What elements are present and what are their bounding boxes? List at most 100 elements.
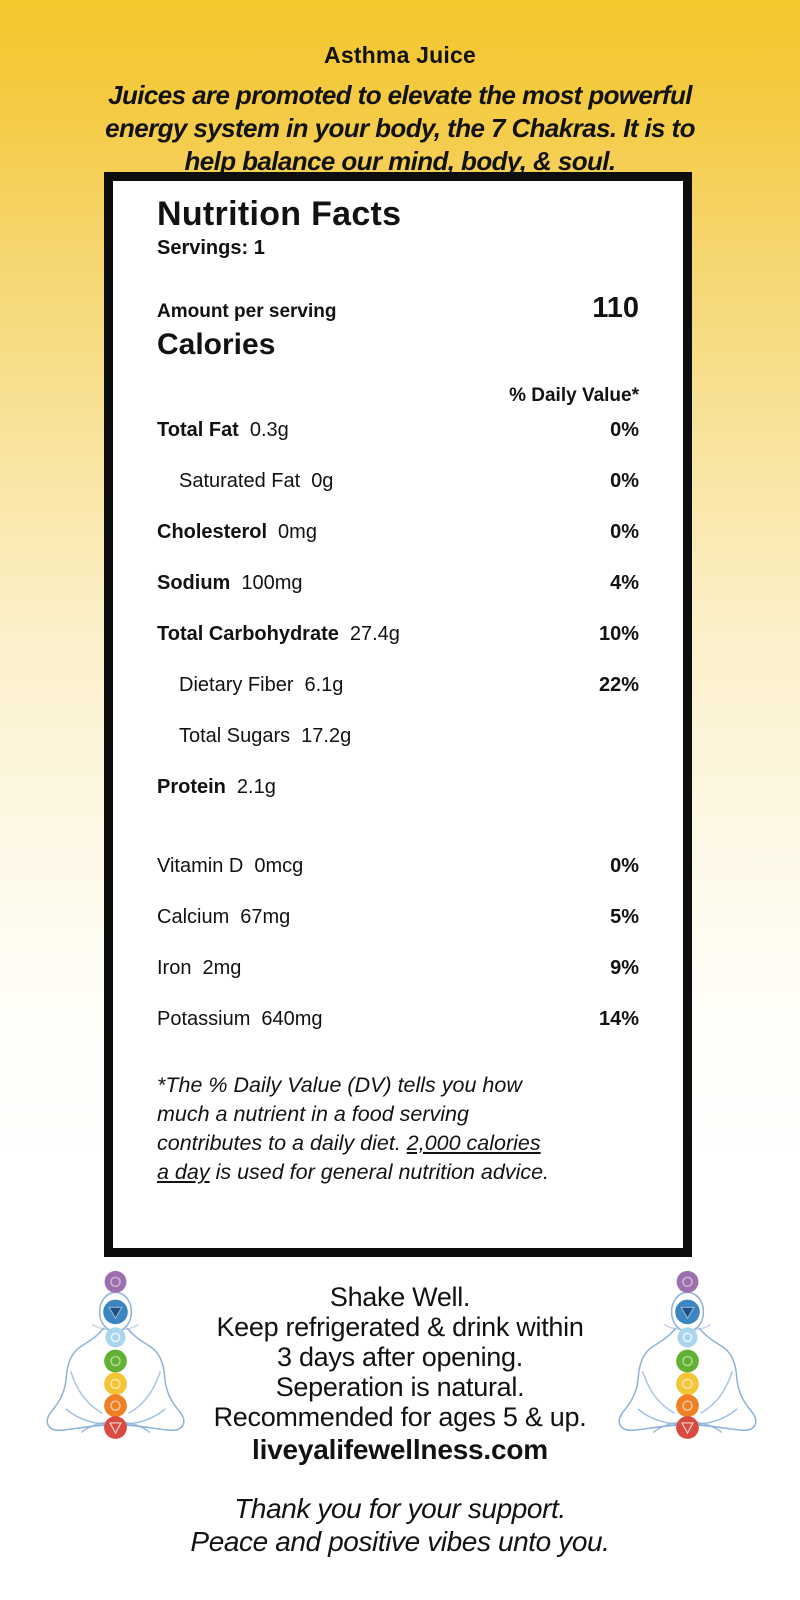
care-lines: Shake Well. Keep refrigerated & drink wit… xyxy=(0,1282,800,1432)
nutrient-left: Protein 2.1g xyxy=(157,776,276,799)
nutrient-name: Vitamin D xyxy=(157,855,244,877)
subtitle-line: help balance our mind, body, & soul. xyxy=(184,146,616,176)
nutrient-amount: 640mg xyxy=(261,1008,323,1030)
chakra-figure-right xyxy=(610,1270,765,1443)
footnote-text: much a nutrient in a food serving xyxy=(157,1102,469,1126)
daily-value-header: % Daily Value* xyxy=(509,385,639,406)
nutrient-amount: 2mg xyxy=(202,957,242,979)
footer-line: Peace and positive vibes unto you. xyxy=(190,1526,610,1557)
nutrient-row: Protein 2.1g xyxy=(157,776,639,827)
nutrient-left: Cholesterol 0mg xyxy=(157,521,317,544)
nutrient-daily-value: 0% xyxy=(610,419,639,441)
nutrient-amount: 2.1g xyxy=(236,776,276,798)
nutrient-rows: Total Fat 0.3g 0% Saturated Fat 0g 0% Choleste… xyxy=(157,419,639,827)
nutrient-name: Protein xyxy=(157,776,226,798)
nutrition-facts-label: Nutrition Facts Servings: 1 Amount per s… xyxy=(104,172,692,1257)
nutrient-left: Total Sugars 17.2g xyxy=(157,725,351,748)
footnote-line: contributes to a daily diet. 2,000 calor… xyxy=(157,1129,639,1158)
nutrient-left: Total Carbohydrate 27.4g xyxy=(157,623,400,646)
care-line: Shake Well. xyxy=(329,1282,471,1312)
nutrient-row: Saturated Fat 0g 0% xyxy=(157,470,639,521)
footnote-underlined-text: a day xyxy=(157,1160,210,1184)
nutrient-daily-value: 9% xyxy=(610,957,639,979)
servings-line: Servings: 1 xyxy=(157,237,265,259)
nutrient-name: Calcium xyxy=(157,906,230,928)
nutrient-left: Saturated Fat 0g xyxy=(157,470,333,493)
nutrient-daily-value: 5% xyxy=(610,906,639,928)
nutrient-name: Sodium xyxy=(157,572,231,594)
nutrient-name: Saturated Fat xyxy=(179,470,301,492)
nutrient-row: Iron 2mg 9% xyxy=(157,957,639,1008)
header: Asthma Juice Juices are promoted to elev… xyxy=(0,42,800,178)
nutrient-name: Iron xyxy=(157,957,192,979)
nutrition-facts-title: Nutrition Facts xyxy=(157,195,402,233)
chakra-figure-left xyxy=(38,1270,193,1443)
calories-label: Calories xyxy=(157,328,276,361)
footnote-line: *The % Daily Value (DV) tells you how xyxy=(157,1071,639,1100)
nutrient-daily-value: 4% xyxy=(610,572,639,594)
nutrient-row: Total Sugars 17.2g xyxy=(157,725,639,776)
care-instructions: Shake Well. Keep refrigerated & drink wit… xyxy=(0,1282,800,1465)
footnote-text: *The % Daily Value (DV) tells you how xyxy=(157,1073,522,1097)
footnote-text: contributes to a daily diet. xyxy=(157,1131,407,1155)
nutrient-row: Cholesterol 0mg 0% xyxy=(157,521,639,572)
nutrient-name: Total Sugars xyxy=(179,725,291,747)
nutrient-left: Potassium 640mg xyxy=(157,1008,323,1031)
amount-per-serving-label: Amount per serving xyxy=(157,301,337,322)
nutrient-left: Sodium 100mg xyxy=(157,572,303,595)
nutrient-left: Total Fat 0.3g xyxy=(157,419,289,442)
nutrient-daily-value: 0% xyxy=(610,855,639,877)
nutrient-amount: 100mg xyxy=(241,572,303,594)
nutrient-name: Total Carbohydrate xyxy=(157,623,339,645)
nutrient-left: Vitamin D 0mcg xyxy=(157,855,303,878)
product-subtitle: Juices are promoted to elevate the most … xyxy=(0,79,800,178)
nutrient-daily-value: 22% xyxy=(598,674,639,696)
nutrient-amount: 17.2g xyxy=(301,725,352,747)
nutrient-daily-value: 0% xyxy=(610,470,639,492)
nutrient-daily-value: 14% xyxy=(598,1008,639,1030)
calories-value: 110 xyxy=(592,292,639,324)
care-line: Recommended for ages 5 & up. xyxy=(213,1402,587,1432)
nutrient-row: Total Carbohydrate 27.4g 10% xyxy=(157,623,639,674)
subtitle-line: energy system in your body, the 7 Chakra… xyxy=(105,113,695,143)
footer-line: Thank you for your support. xyxy=(234,1493,566,1524)
nutrient-daily-value: 0% xyxy=(610,521,639,543)
amount-per-serving-row: Amount per serving 110 xyxy=(157,294,639,323)
nutrient-left: Iron 2mg xyxy=(157,957,241,980)
footnote-text: is used for general nutrition advice. xyxy=(209,1160,550,1184)
nutrient-row: Vitamin D 0mcg 0% xyxy=(157,855,639,906)
nutrient-left: Dietary Fiber 6.1g xyxy=(157,674,343,697)
care-line: 3 days after opening. xyxy=(277,1342,523,1372)
nutrient-amount: 0mg xyxy=(278,521,317,543)
nutrient-row: Total Fat 0.3g 0% xyxy=(157,419,639,470)
daily-value-footnote: *The % Daily Value (DV) tells you how muc… xyxy=(157,1071,639,1187)
product-title: Asthma Juice xyxy=(324,42,476,68)
nutrient-row: Calcium 67mg 5% xyxy=(157,906,639,957)
nutrient-left: Calcium 67mg xyxy=(157,906,290,929)
nutrient-amount: 0.3g xyxy=(249,419,289,441)
nutrient-name: Potassium xyxy=(157,1008,251,1030)
footnote-line: much a nutrient in a food serving xyxy=(157,1100,639,1129)
nutrient-amount: 0mcg xyxy=(254,855,304,877)
nutrient-name: Cholesterol xyxy=(157,521,268,543)
subtitle-line: Juices are promoted to elevate the most … xyxy=(108,80,692,110)
nutrient-amount: 67mg xyxy=(240,906,291,928)
footnote-underlined-text: 2,000 calories xyxy=(406,1131,541,1155)
footnote-line: a day is used for general nutrition advi… xyxy=(157,1158,639,1187)
nutrient-name: Dietary Fiber xyxy=(179,674,294,696)
website-url: liveyalifewellness.com xyxy=(252,1434,548,1465)
nutrient-amount: 27.4g xyxy=(349,623,400,645)
nutrient-amount: 0g xyxy=(311,470,334,492)
nutrient-row: Dietary Fiber 6.1g 22% xyxy=(157,674,639,725)
nutrient-row: Sodium 100mg 4% xyxy=(157,572,639,623)
section-gap xyxy=(157,827,639,843)
care-line: Seperation is natural. xyxy=(275,1372,525,1402)
footer-message: Thank you for your support. Peace and pos… xyxy=(0,1492,800,1558)
nutrient-daily-value: 10% xyxy=(598,623,639,645)
nutrient-row: Potassium 640mg 14% xyxy=(157,1008,639,1059)
care-line: Keep refrigerated & drink within xyxy=(216,1312,584,1342)
nutrient-name: Total Fat xyxy=(157,419,239,441)
nutrient-amount: 6.1g xyxy=(304,674,344,696)
vitamin-rows: Vitamin D 0mcg 0% Calcium 67mg 5% Iron 2mg 9% Pot… xyxy=(157,855,639,1059)
